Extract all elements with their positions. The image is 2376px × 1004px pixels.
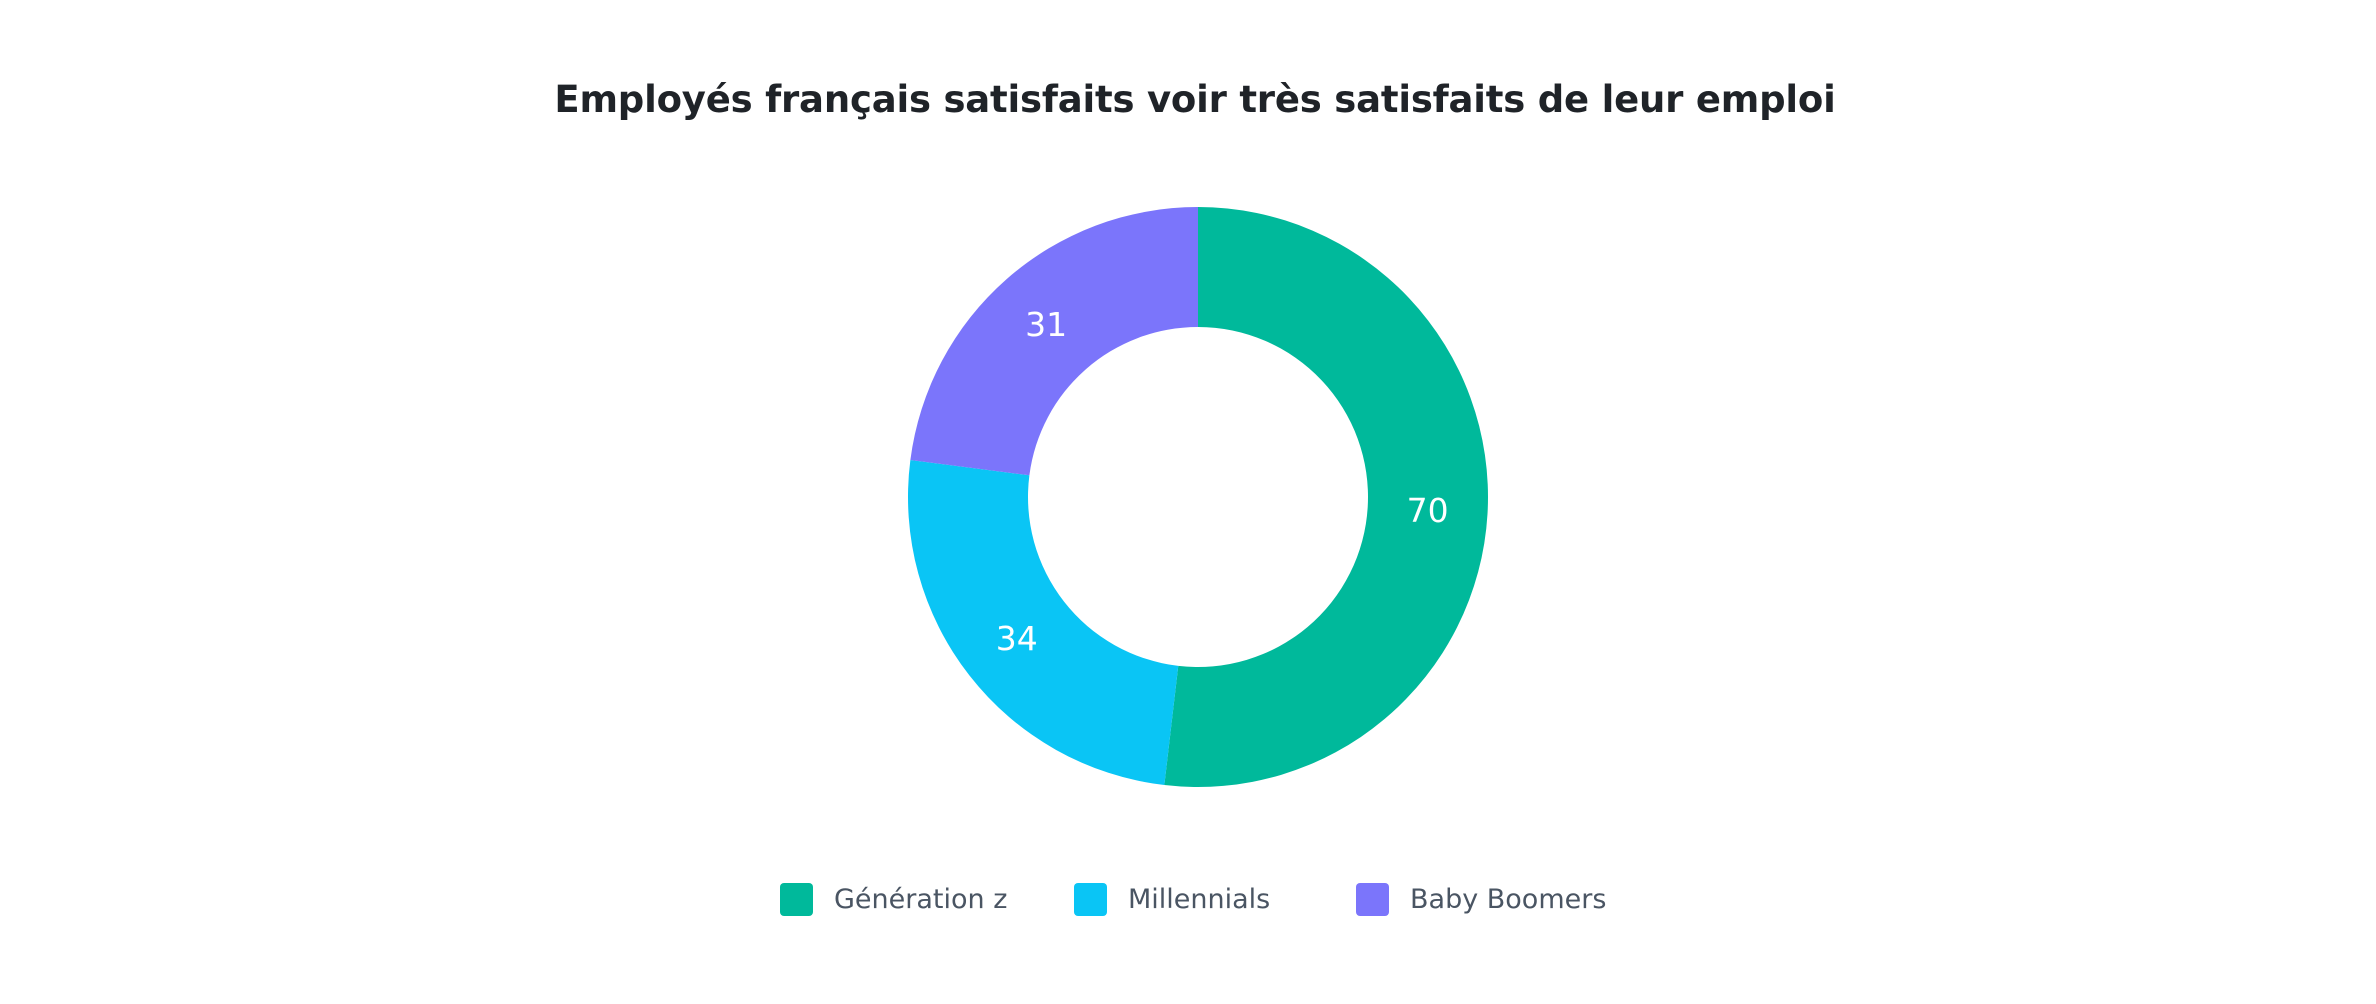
legend-label-baby-boomers: Baby Boomers	[1410, 883, 1607, 915]
legend-item-baby-boomers[interactable]: Baby Boomers	[1356, 880, 1606, 918]
donut-slice-generation-z[interactable]	[1164, 207, 1488, 787]
legend-label-millennials: Millennials	[1128, 883, 1271, 915]
chart-title: Employés français satisfaits voir très s…	[554, 78, 1836, 121]
legend-label-generation-z: Génération z	[834, 883, 1008, 915]
legend-item-millennials[interactable]: Millennials	[1074, 880, 1270, 918]
legend-swatch-baby-boomers	[1356, 882, 1389, 916]
donut-slice-millennials[interactable]	[907, 459, 1179, 786]
legend-swatch-generation-z	[780, 882, 813, 916]
data-label-baby-boomers: 31	[1025, 305, 1067, 344]
donut-slice-baby-boomers[interactable]	[910, 207, 1198, 476]
legend-swatch-millennials	[1074, 882, 1107, 916]
data-label-generation-z: 70	[1407, 491, 1449, 530]
legend-item-generation-z[interactable]: Génération z	[780, 880, 1007, 918]
data-label-millennials: 34	[996, 619, 1038, 658]
